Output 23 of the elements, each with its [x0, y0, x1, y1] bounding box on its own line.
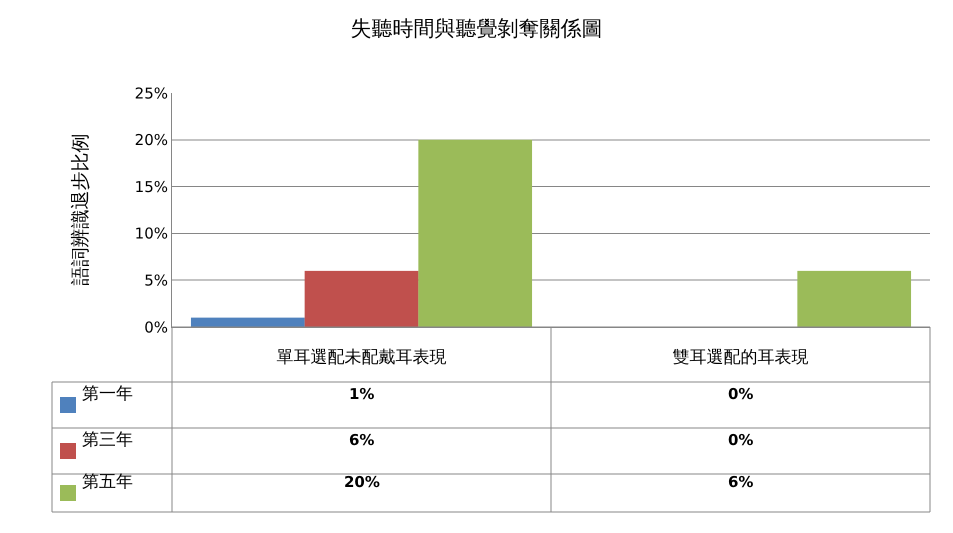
y-tick-label: 10%: [134, 224, 168, 243]
data-label: 20%: [344, 473, 380, 491]
data-label: 6%: [728, 473, 754, 491]
legend-label: 第五年: [82, 472, 133, 491]
y-tick-label: 0%: [144, 318, 168, 336]
bar: [190, 318, 305, 327]
x-tick-label: 單耳選配未配戴耳表現: [276, 347, 446, 366]
data-label: 0%: [728, 385, 754, 403]
y-tick-label: 20%: [134, 131, 168, 150]
data-label: 6%: [349, 431, 374, 449]
chart-title: 失聽時間與聽覺剝奪關係圖: [350, 16, 602, 40]
x-tick-label: 雙耳選配的耳表現: [672, 347, 808, 366]
y-axis-title: 語詞辨識退步比例: [70, 134, 92, 286]
y-tick-label: 15%: [134, 178, 168, 196]
y-tick-label: 25%: [134, 84, 168, 102]
legend-label: 第三年: [82, 430, 133, 449]
data-label: 0%: [728, 431, 754, 449]
bar: [797, 270, 912, 327]
bar: [418, 140, 532, 327]
legend-label: 第一年: [82, 384, 133, 403]
y-tick-label: 5%: [144, 271, 168, 290]
data-label: 1%: [349, 385, 374, 403]
bar: [304, 270, 418, 327]
